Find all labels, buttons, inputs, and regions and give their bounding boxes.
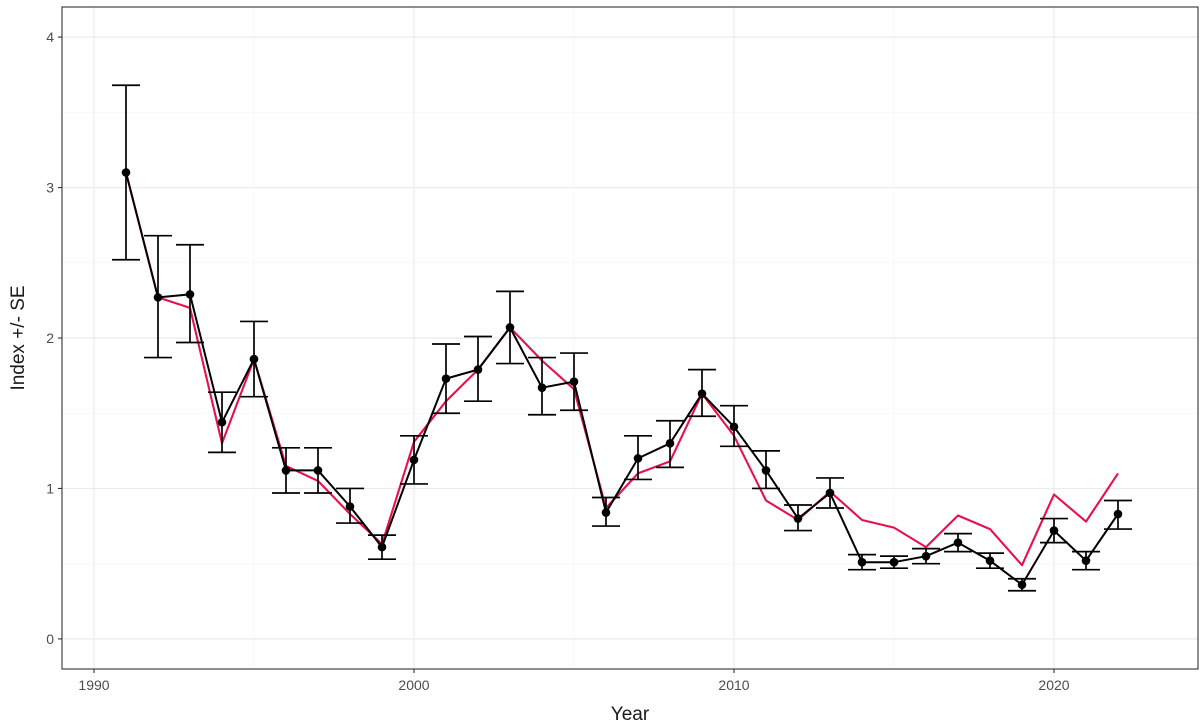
axis-ticks: 0 1 2 3 4 1990 2000 2010 2020 [46,29,1070,693]
data-point [569,377,579,386]
data-point [313,466,323,475]
data-point [921,551,931,561]
data-point [1113,509,1123,519]
data-point [601,508,611,517]
data-point [153,293,163,302]
y-tick-label: 0 [46,631,54,647]
data-point [249,354,259,364]
y-tick-label: 4 [46,29,54,45]
data-point [505,323,515,332]
data-point [409,455,419,465]
data-point [185,290,195,299]
data-point [281,466,291,475]
grid [62,7,1198,669]
data-point [441,374,451,383]
data-point [1049,526,1059,535]
x-tick-label: 2010 [718,677,749,693]
data-point [633,454,643,463]
data-point [1017,580,1027,590]
data-point [793,514,803,523]
data-point [953,538,963,547]
data-point [889,557,899,567]
data-point [665,439,675,448]
data-point [729,422,739,432]
data-point [377,542,387,552]
y-tick-label: 1 [46,480,54,496]
series-line [124,172,1119,567]
series-red [124,172,1119,567]
x-tick-label: 2020 [1038,677,1069,693]
data-point [761,466,771,475]
x-tick-label: 1990 [78,677,109,693]
data-point [217,417,227,427]
data-point [697,389,707,398]
data-point [121,168,131,177]
x-tick-label: 2000 [398,677,429,693]
x-axis-title: Year [611,704,650,725]
series [112,84,1132,592]
data-point [825,488,835,498]
y-tick-label: 3 [46,180,54,196]
y-tick-label: 2 [46,330,54,346]
data-point [857,557,867,567]
data-point [985,556,995,565]
data-point [473,365,483,374]
data-point [537,383,547,392]
series-line [125,172,1119,586]
y-axis-title: Index +/- SE [8,285,29,390]
series-black [112,84,1132,592]
data-point [345,502,355,511]
data-point [1081,556,1091,565]
